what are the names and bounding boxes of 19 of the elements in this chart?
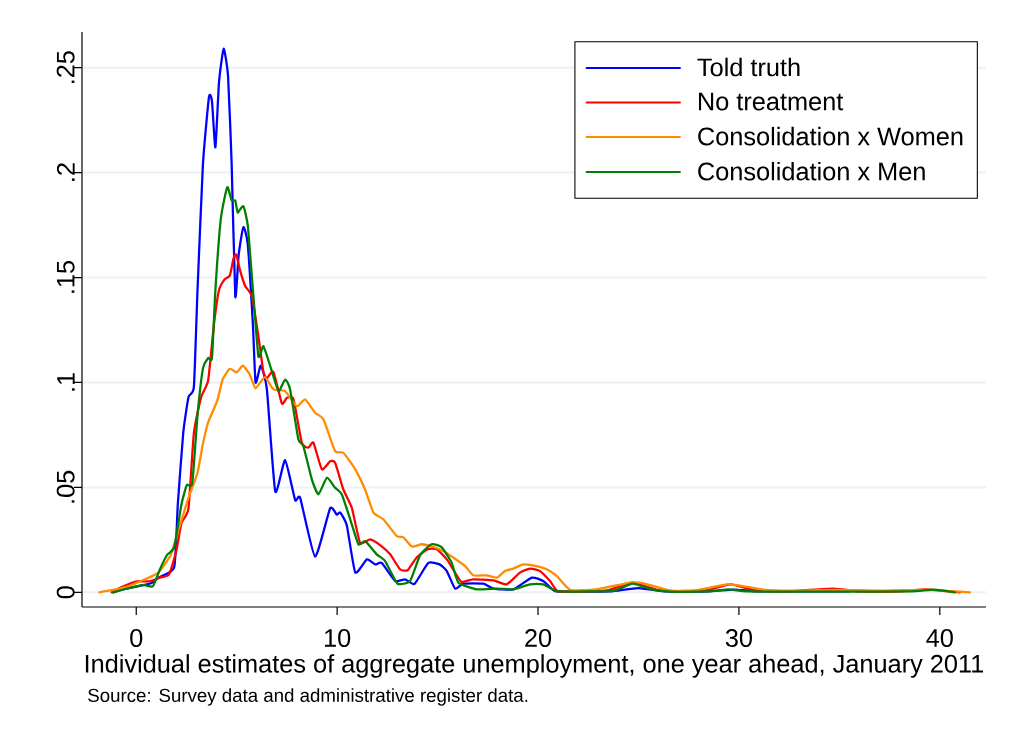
x-tick-label: 20 — [525, 629, 552, 647]
y-tick-label: .1 — [57, 373, 75, 391]
y-tick-label: .15 — [56, 260, 75, 293]
legend-label: Consolidation x Men — [698, 161, 925, 181]
source-note: Source: Survey data and administrative register data. — [88, 688, 528, 706]
y-tick-label: 0 — [56, 586, 75, 599]
y-tick-label: .05 — [56, 470, 75, 503]
y-tick-label: .25 — [56, 51, 75, 83]
x-tick-label: 0 — [130, 629, 143, 647]
x-tick-label: 30 — [725, 629, 752, 647]
legend-label: No treatment — [698, 92, 844, 111]
y-tick-label: .2 — [56, 163, 75, 181]
x-tick-label: 40 — [926, 629, 953, 647]
line-series — [112, 186, 956, 594]
x-tick-label: 10 — [324, 629, 351, 647]
legend-label: Consolidation x Women — [698, 126, 963, 146]
legend-label: Told truth — [697, 57, 800, 77]
line-series — [98, 364, 972, 594]
x-axis-title: Individual estimates of aggregate unemployment, one year ahead, January 2011 — [85, 654, 984, 678]
